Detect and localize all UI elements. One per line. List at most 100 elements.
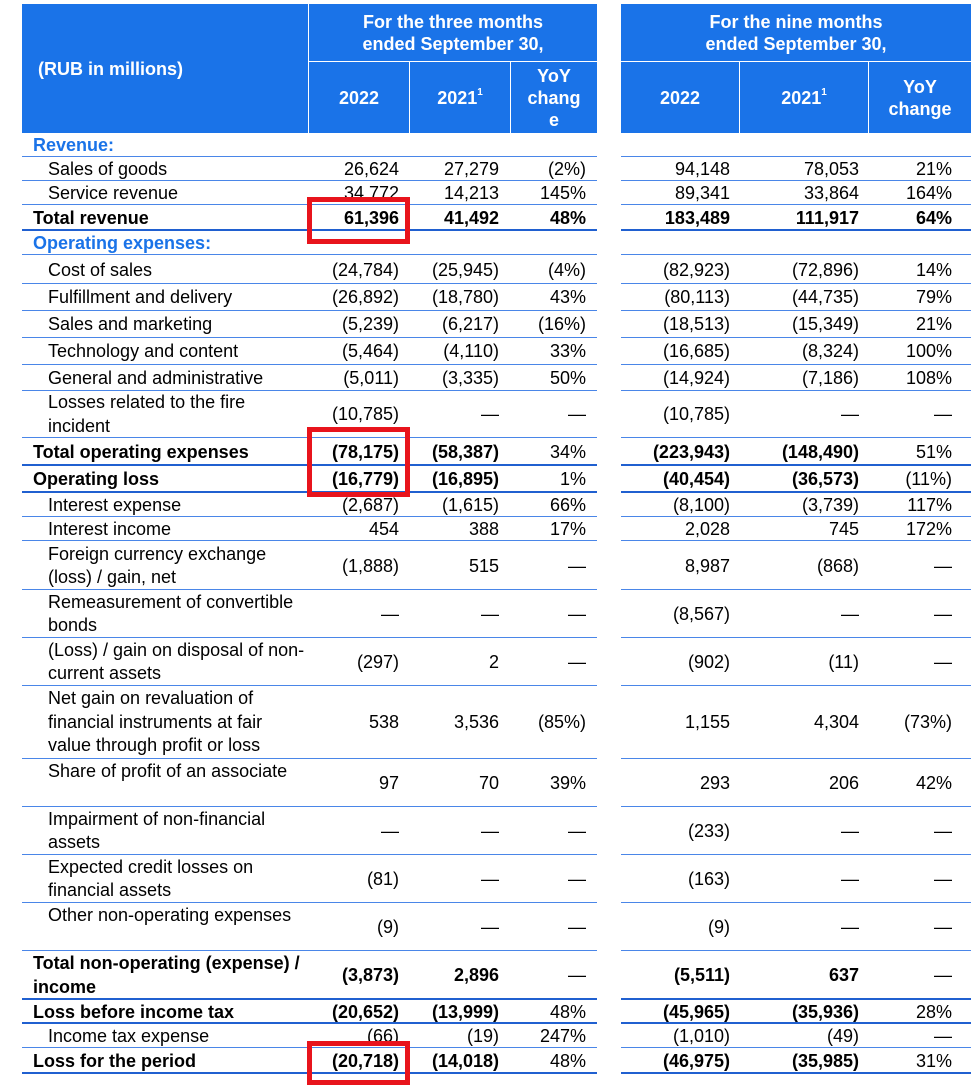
table-cell: (2,687): [341, 494, 399, 515]
table-cell: (6,217): [441, 314, 499, 334]
table-cell: 183,489: [664, 208, 730, 228]
table-cell: (868): [816, 555, 859, 576]
table-cell: (10,785): [331, 404, 399, 424]
row-label: Revenue:: [33, 135, 115, 155]
table-row: Technology and content (5,464) (4,110) 33% (…: [0, 338, 974, 365]
table-cell: 1,155: [684, 712, 730, 732]
row-label: General and administrative: [48, 367, 264, 388]
table-cell: (72,896): [791, 259, 859, 280]
table-cell: 31%: [915, 1050, 952, 1071]
table-cell: 79%: [915, 287, 952, 307]
row-label: Fulfillment and delivery: [48, 287, 233, 307]
table-cell: (16%): [537, 314, 586, 334]
table-cell: 164%: [905, 183, 952, 203]
table-cell: 78,053: [803, 159, 859, 179]
table-cell: —: [934, 603, 952, 624]
table-cell: 21%: [915, 159, 952, 179]
table-cell: (16,895): [431, 469, 499, 489]
table-cell: —: [481, 603, 499, 624]
row-label: Net gain on revaluation of financial ins…: [48, 688, 263, 756]
table-cell: 2,028: [684, 519, 730, 539]
table-cell: (3,873): [341, 965, 399, 985]
table-cell: (16,685): [662, 341, 730, 361]
table-cell: 42%: [915, 772, 952, 793]
row-label: Total revenue: [33, 208, 149, 228]
table-cell: (44,735): [791, 287, 859, 307]
table-cell: (46,975): [662, 1050, 730, 1071]
table-row: Losses related to the fire incident (10,7…: [0, 391, 974, 438]
table-row: Expected credit losses on financial asse…: [0, 855, 974, 903]
row-label: Other non-operating expenses: [48, 904, 292, 925]
table-row: Other non-operating expenses (9) — — (9) — —: [0, 903, 974, 951]
table-cell: —: [934, 916, 952, 937]
row-label: Operating loss: [33, 469, 160, 489]
table-cell: 64%: [915, 208, 952, 228]
table-cell: —: [841, 916, 859, 937]
table-row: Revenue:: [0, 134, 974, 157]
table-cell: (11%): [905, 469, 952, 489]
table-cell: 66%: [549, 494, 586, 515]
table-cell: (163): [687, 868, 730, 889]
row-label: Sales of goods: [48, 159, 168, 179]
table-cell: —: [381, 603, 399, 624]
table-row: Total non-operating (expense) / income (3…: [0, 951, 974, 1000]
table-cell: (7,186): [801, 367, 859, 388]
table-cell: (25,945): [431, 259, 499, 280]
table-cell: —: [934, 555, 952, 576]
table-cell: —: [934, 820, 952, 841]
table-cell: —: [568, 404, 586, 424]
table-cell: —: [841, 603, 859, 624]
table-cell: (18,780): [431, 287, 499, 307]
period-nine-header: For the nine months ended September 30,: [621, 4, 971, 61]
period-three-label: For the three months ended September 30,: [362, 11, 544, 54]
table-cell: (9): [708, 916, 730, 937]
table-cell: —: [568, 555, 586, 576]
table-cell: (10,785): [662, 404, 730, 424]
table-cell: 14%: [915, 259, 952, 280]
table-cell: 33%: [549, 341, 586, 361]
table-cell: —: [841, 820, 859, 841]
period-nine-label: For the nine months ended September 30,: [705, 11, 887, 54]
table-cell: 27,279: [443, 159, 499, 179]
table-cell: 637: [828, 965, 859, 985]
highlight-operating-totals: [307, 427, 410, 497]
table-cell: 28%: [915, 1001, 952, 1022]
table-cell: 97: [378, 772, 399, 793]
table-cell: —: [481, 868, 499, 889]
row-label: Income tax expense: [48, 1025, 210, 1046]
table-cell: (58,387): [431, 441, 499, 462]
highlight-loss-for-period: [307, 1041, 410, 1085]
table-cell: (14,924): [662, 367, 730, 388]
table-cell: (3,739): [801, 494, 859, 515]
row-label: Loss before income tax: [33, 1001, 235, 1022]
table-cell: (18,513): [662, 314, 730, 334]
table-cell: (49): [826, 1025, 859, 1046]
table-cell: —: [841, 868, 859, 889]
table-cell: 34%: [549, 441, 586, 462]
table-cell: 247%: [539, 1025, 586, 1046]
table-cell: 100%: [905, 341, 952, 361]
table-cell: (148,490): [781, 441, 859, 462]
row-label: Technology and content: [48, 341, 239, 361]
table-cell: —: [934, 651, 952, 672]
table-cell: —: [381, 820, 399, 841]
table-cell: (5,464): [341, 341, 399, 361]
table-cell: 1%: [559, 469, 586, 489]
table-cell: 454: [368, 519, 399, 539]
table-row: Share of profit of an associate 97 70 39% 29…: [0, 759, 974, 807]
table-cell: 26,624: [343, 159, 399, 179]
table-cell: 145%: [539, 183, 586, 203]
table-cell: (26,892): [331, 287, 399, 307]
table-cell: —: [934, 868, 952, 889]
table-cell: (5,011): [343, 367, 399, 388]
table-cell: 51%: [915, 441, 952, 462]
table-cell: (11): [828, 651, 859, 672]
table-cell: (36,573): [791, 469, 859, 489]
table-cell: 172%: [905, 519, 952, 539]
table-cell: (13,999): [431, 1001, 499, 1022]
table-cell: 61,396: [343, 208, 399, 228]
table-cell: 206: [828, 772, 859, 793]
table-cell: 33,864: [803, 183, 859, 203]
table-cell: —: [568, 603, 586, 624]
table-cell: 745: [828, 519, 859, 539]
